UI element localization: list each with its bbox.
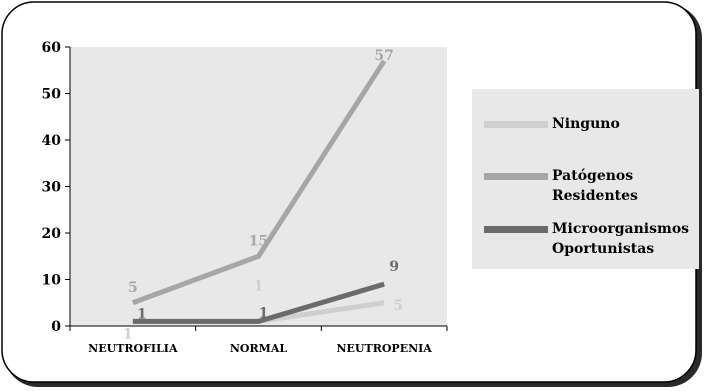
data-label-patogenos-residentes-neutropenia: 57 <box>374 48 393 64</box>
y-tick-label: 30 <box>42 180 62 196</box>
y-tick-label: 40 <box>42 133 62 149</box>
x-tick-label-normal: NORMAL <box>230 342 287 355</box>
series-lines <box>131 59 387 324</box>
data-label-microorganismos-oportunistas-neutrofilia: 1 <box>137 306 147 322</box>
data-label-microorganismos-oportunistas-neutropenia: 9 <box>389 259 399 275</box>
plot-area <box>70 47 447 326</box>
y-tick-label: 60 <box>42 40 62 56</box>
legend-label-patogenos-residentes: Patógenos Residentes <box>552 168 638 204</box>
legend-label-microorganismos-oportunistas: Microorganismos Oportunistas <box>552 221 690 257</box>
series-line-microorganismos-oportunistas <box>132 281 385 324</box>
data-label-microorganismos-oportunistas-normal: 1 <box>259 305 269 321</box>
legend-swatch-patogenos-residentes <box>484 173 548 180</box>
legend-swatch-microorganismos-oportunistas <box>484 226 548 233</box>
legend-label-ninguno: Ninguno <box>552 116 620 132</box>
legend: Ninguno Patógenos Residentes Microorgani… <box>472 89 699 269</box>
y-tick-label: 20 <box>42 226 62 242</box>
y-tick-label: 10 <box>42 273 62 289</box>
data-label-patogenos-residentes-neutrofilia: 5 <box>128 280 138 296</box>
x-tick-label-neutropenia: NEUTROPENIA <box>336 342 432 355</box>
y-tick-label: 0 <box>51 319 61 335</box>
legend-item-ninguno: Ninguno <box>484 114 702 134</box>
data-label-ninguno-normal: 1 <box>254 278 264 294</box>
data-label-patogenos-residentes-normal: 15 <box>249 233 268 249</box>
legend-swatch-ninguno <box>484 121 548 128</box>
series-line-patogenos-residentes <box>131 59 387 306</box>
x-tick-label-neutrofilia: NEUTROFILIA <box>88 342 178 355</box>
legend-item-microorganismos-oportunistas: Microorganismos Oportunistas <box>484 219 702 259</box>
data-label-ninguno-neutrofilia: 1 <box>123 326 133 342</box>
legend-item-patogenos-residentes: Patógenos Residentes <box>484 166 702 206</box>
y-tick-label: 50 <box>42 87 62 103</box>
axes: 0 10 20 30 40 50 60 NEUTROFILIA NORMAL NEUTROPENI… <box>42 40 448 355</box>
data-label-ninguno-neutropenia: 5 <box>393 298 403 314</box>
